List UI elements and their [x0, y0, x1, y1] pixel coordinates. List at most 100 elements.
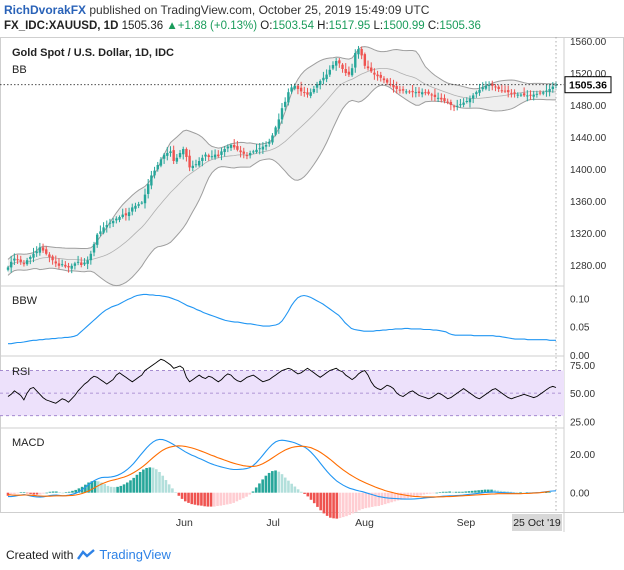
- candle[interactable]: [456, 99, 459, 111]
- candle[interactable]: [271, 133, 274, 145]
- candle[interactable]: [102, 222, 105, 235]
- candle[interactable]: [471, 93, 475, 104]
- candle[interactable]: [328, 65, 331, 77]
- bbw-pane[interactable]: 0.10 0.05 0.00: [8, 293, 590, 362]
- candle[interactable]: [277, 113, 281, 134]
- candle[interactable]: [338, 58, 341, 68]
- candle[interactable]: [507, 85, 510, 98]
- candle[interactable]: [379, 71, 382, 82]
- candle[interactable]: [344, 63, 347, 77]
- candle[interactable]: [430, 92, 433, 101]
- candle[interactable]: [178, 149, 182, 159]
- candle[interactable]: [443, 94, 446, 104]
- candle[interactable]: [449, 99, 453, 111]
- candle[interactable]: [194, 159, 198, 168]
- candle[interactable]: [268, 138, 271, 147]
- candle[interactable]: [83, 258, 86, 266]
- candle[interactable]: [354, 49, 357, 73]
- candle[interactable]: [497, 85, 500, 93]
- candle[interactable]: [446, 98, 449, 105]
- candle[interactable]: [150, 170, 153, 190]
- candle[interactable]: [22, 260, 26, 267]
- candle[interactable]: [341, 63, 344, 73]
- candle[interactable]: [233, 139, 236, 150]
- candle[interactable]: [542, 90, 545, 96]
- candle[interactable]: [191, 160, 194, 172]
- candle[interactable]: [475, 90, 478, 98]
- candle[interactable]: [500, 84, 504, 93]
- candle[interactable]: [153, 166, 156, 179]
- candle[interactable]: [111, 217, 115, 227]
- candle[interactable]: [76, 255, 80, 266]
- candle[interactable]: [299, 81, 303, 96]
- candle[interactable]: [245, 152, 249, 160]
- candle[interactable]: [229, 143, 233, 151]
- candle[interactable]: [424, 89, 427, 96]
- candle[interactable]: [131, 203, 134, 216]
- candle[interactable]: [188, 149, 191, 172]
- candle[interactable]: [548, 83, 551, 97]
- candle[interactable]: [220, 147, 223, 161]
- candle[interactable]: [252, 149, 255, 155]
- candle[interactable]: [140, 201, 144, 205]
- candle[interactable]: [389, 77, 392, 87]
- candle[interactable]: [360, 46, 363, 60]
- candle[interactable]: [99, 225, 102, 237]
- candle[interactable]: [89, 250, 93, 265]
- candle[interactable]: [478, 83, 481, 96]
- candle[interactable]: [35, 246, 38, 257]
- candle[interactable]: [172, 145, 175, 165]
- tradingview-brand[interactable]: TradingView: [99, 547, 171, 562]
- candle[interactable]: [287, 88, 290, 106]
- candle[interactable]: [197, 157, 201, 168]
- candle[interactable]: [92, 241, 96, 257]
- candle[interactable]: [108, 218, 112, 229]
- candle[interactable]: [38, 242, 42, 256]
- candle[interactable]: [16, 254, 19, 264]
- candle[interactable]: [491, 80, 494, 91]
- candle[interactable]: [315, 81, 319, 93]
- candle[interactable]: [182, 146, 185, 160]
- candle[interactable]: [223, 145, 226, 157]
- candle[interactable]: [459, 99, 462, 108]
- candle[interactable]: [401, 86, 405, 94]
- candle[interactable]: [414, 87, 418, 98]
- candle[interactable]: [96, 233, 99, 248]
- candle[interactable]: [398, 85, 402, 94]
- candle[interactable]: [522, 87, 526, 97]
- candle[interactable]: [51, 254, 54, 265]
- candle[interactable]: [32, 247, 35, 263]
- candle[interactable]: [115, 216, 118, 224]
- candle[interactable]: [303, 86, 306, 97]
- candle[interactable]: [519, 93, 523, 97]
- candle[interactable]: [185, 147, 188, 162]
- candle[interactable]: [242, 147, 245, 159]
- candle[interactable]: [408, 89, 411, 94]
- candle[interactable]: [481, 82, 484, 92]
- candle[interactable]: [551, 82, 555, 93]
- candle[interactable]: [6, 265, 10, 272]
- candle[interactable]: [264, 141, 268, 151]
- candle[interactable]: [322, 71, 325, 85]
- candle[interactable]: [385, 77, 389, 85]
- candle[interactable]: [73, 261, 77, 270]
- candle[interactable]: [204, 152, 207, 161]
- candle[interactable]: [440, 93, 443, 103]
- candle[interactable]: [248, 150, 252, 159]
- candle[interactable]: [217, 150, 220, 158]
- candle[interactable]: [146, 179, 150, 199]
- candle[interactable]: [54, 255, 57, 268]
- candle[interactable]: [159, 157, 163, 168]
- candle[interactable]: [532, 90, 535, 101]
- candle[interactable]: [67, 262, 70, 273]
- candle[interactable]: [166, 147, 169, 161]
- candle[interactable]: [484, 81, 488, 91]
- candle[interactable]: [210, 150, 214, 160]
- candle[interactable]: [452, 104, 456, 112]
- candle[interactable]: [516, 92, 519, 99]
- candle[interactable]: [207, 153, 210, 161]
- candle[interactable]: [433, 88, 437, 102]
- candle[interactable]: [296, 84, 300, 95]
- candle[interactable]: [309, 88, 312, 99]
